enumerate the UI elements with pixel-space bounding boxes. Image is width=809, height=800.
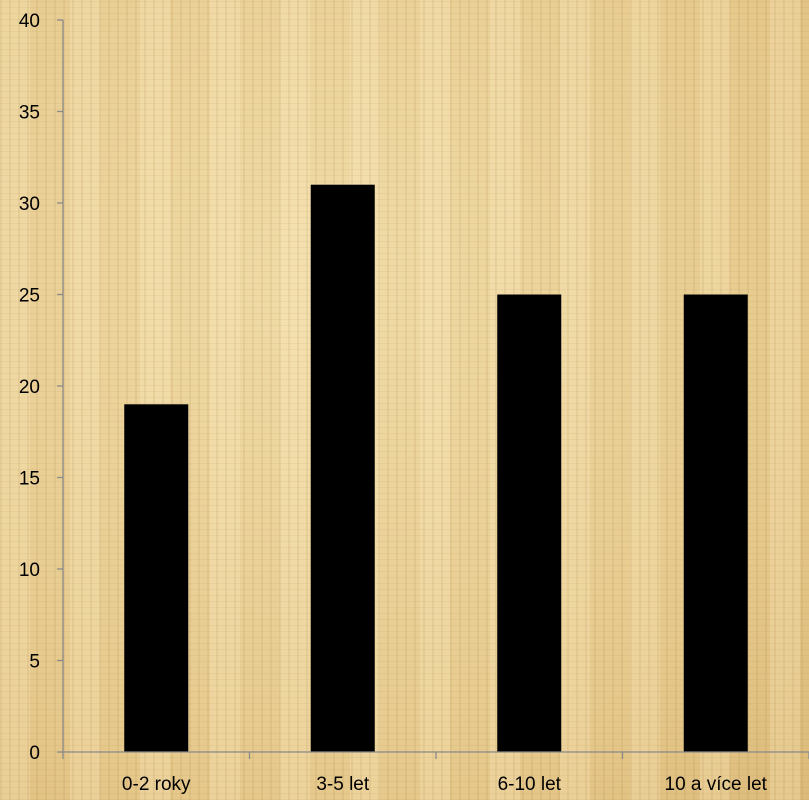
bar (124, 404, 189, 752)
x-tick-label: 0-2 roky (122, 774, 191, 795)
x-tick-label: 10 a více let (665, 774, 768, 795)
y-tick-label: 35 (19, 103, 40, 124)
x-tick-label: 6-10 let (498, 774, 562, 795)
y-axis-ticks: 0 5 10 15 20 25 30 35 40 (19, 11, 63, 764)
x-tick-label: 3-5 let (316, 774, 370, 795)
y-tick-label: 5 (29, 652, 40, 673)
x-axis-ticks: 0-2 roky 3-5 let 6-10 let 10 a více let (62, 752, 809, 795)
y-tick-label: 0 (29, 743, 40, 764)
y-tick-label: 25 (19, 286, 40, 307)
y-tick-label: 30 (19, 194, 40, 215)
y-tick-label: 15 (19, 469, 40, 490)
bars-group (124, 184, 748, 752)
y-tick-label: 10 (19, 560, 40, 581)
y-tick-label: 40 (19, 11, 40, 32)
bar (683, 294, 748, 752)
bar (497, 294, 562, 752)
y-tick-label: 20 (19, 377, 40, 398)
bar (310, 184, 375, 752)
